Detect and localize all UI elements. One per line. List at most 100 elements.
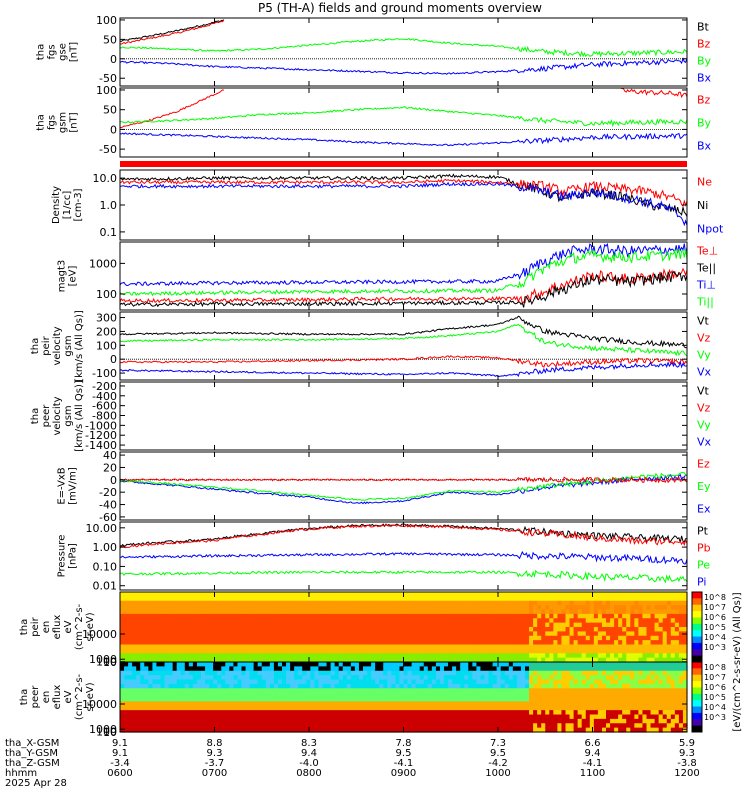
spectrogram-cell	[610, 644, 615, 650]
spectrogram-cell	[549, 666, 554, 672]
spectrogram-cell	[423, 692, 429, 698]
spectrogram-cell	[188, 718, 194, 724]
spectrogram-cell	[444, 705, 449, 711]
spectrogram-cell	[464, 596, 469, 602]
spectrogram-cell	[302, 609, 307, 615]
spectrogram-cell	[573, 657, 579, 663]
spectrogram-cell	[444, 592, 449, 597]
spectrogram-cell	[456, 627, 461, 632]
spectrogram-cell	[557, 727, 563, 733]
spectrogram-cell	[545, 631, 550, 637]
spectrogram-cell	[520, 640, 526, 646]
spectrogram-cell	[277, 640, 283, 646]
spectrogram-cell	[492, 596, 498, 602]
spectrogram-cell	[257, 679, 263, 685]
spectrogram-cell	[504, 670, 510, 676]
spectrogram-cell	[456, 596, 461, 602]
series-Pt	[119, 523, 688, 547]
spectrogram-cell	[302, 662, 307, 667]
spectrogram-cell	[217, 653, 222, 659]
spectrogram-cell	[626, 618, 631, 624]
spectrogram-cell	[557, 644, 563, 650]
spectrogram-cell	[140, 727, 145, 733]
spectrogram-cell	[302, 675, 307, 681]
spectrogram-cell	[593, 592, 599, 597]
spectrogram-cell	[545, 679, 550, 685]
spectrogram-cell	[273, 718, 279, 724]
spectrogram-cell	[618, 697, 623, 702]
spectrogram-cell	[508, 600, 514, 606]
spectrogram-cell	[666, 631, 672, 637]
series-By	[119, 106, 688, 128]
spectrogram-cell	[448, 701, 453, 707]
spectrogram-cell	[140, 675, 145, 681]
y-axis-label: thapeerenefluxeV(cm^2-s-sr-eV)	[19, 673, 96, 720]
spectrogram-cell	[140, 710, 145, 716]
spectrogram-cell	[597, 653, 603, 659]
spectrogram-cell	[140, 653, 145, 659]
spectrogram-cell	[298, 613, 303, 619]
spectrogram-cell	[358, 657, 364, 663]
spectrogram-cell	[168, 618, 174, 624]
spectrogram-cell	[217, 613, 222, 619]
spectrogram-cell	[529, 688, 534, 694]
spectrogram-cell	[601, 675, 607, 681]
spectrogram-cell	[484, 701, 490, 707]
spectrogram-cell	[265, 670, 271, 676]
spectrogram-cell	[233, 631, 239, 637]
spectrogram-cell	[164, 618, 170, 624]
spectrogram-cell	[606, 613, 611, 619]
spectrogram-cell	[334, 710, 340, 716]
spectrogram-cell	[375, 714, 380, 720]
spectrogram-cell	[391, 666, 396, 672]
spectrogram-cell	[468, 675, 473, 681]
y-axis-label-line: en	[41, 621, 52, 634]
spectrogram-cell	[682, 670, 688, 676]
spectrogram-cell	[269, 714, 275, 720]
spectrogram-cell	[541, 718, 546, 724]
spectrogram-cell	[557, 697, 563, 702]
spectrogram-cell	[622, 644, 627, 650]
spectrogram-cell	[557, 613, 563, 619]
spectrogram-cell	[597, 718, 603, 724]
spectrogram-cell	[606, 688, 611, 694]
spectrogram-cell	[484, 631, 490, 637]
spectrogram-cell	[557, 631, 563, 637]
spectrogram-cell	[411, 592, 417, 597]
spectrogram-cell	[553, 605, 558, 611]
y-axis-label-line: fgs	[47, 115, 58, 130]
spectrogram-cell	[630, 697, 635, 702]
spectrogram-cell	[221, 644, 226, 650]
spectrogram-cell	[152, 644, 158, 650]
spectrogram-cell	[472, 692, 477, 698]
spectrogram-cell	[427, 675, 433, 681]
spectrogram-cell	[346, 618, 352, 624]
spectrogram-cell	[431, 714, 437, 720]
spectrogram-cell	[249, 644, 255, 650]
spectrogram-cell	[529, 618, 534, 624]
spectrogram-cell	[363, 644, 368, 650]
spectrogram-cell	[257, 609, 263, 615]
spectrogram-cell	[132, 592, 137, 597]
spectrogram-cell	[156, 648, 162, 654]
spectrogram-cell	[581, 683, 587, 689]
spectrogram-cell	[403, 635, 409, 641]
spectrogram-cell	[306, 648, 311, 654]
spectrogram-cell	[472, 697, 477, 702]
spectrogram-cell	[148, 613, 153, 619]
spectrogram-cell	[363, 666, 368, 672]
spectrogram-cell	[338, 596, 344, 602]
spectrogram-cell	[128, 697, 133, 702]
spectrogram-cell	[581, 727, 587, 733]
spectrogram-cell	[383, 609, 388, 615]
spectrogram-cell	[330, 718, 336, 724]
spectrogram-cell	[253, 697, 259, 702]
spectrogram-cell	[156, 618, 162, 624]
spectrogram-cell	[375, 727, 380, 733]
spectrogram-cell	[638, 679, 644, 685]
spectrogram-cell	[314, 666, 320, 672]
spectrogram-cell	[504, 631, 510, 637]
spectrogram-cell	[512, 644, 518, 650]
spectrogram-cell	[541, 701, 546, 707]
spectrogram-cell	[338, 600, 344, 606]
